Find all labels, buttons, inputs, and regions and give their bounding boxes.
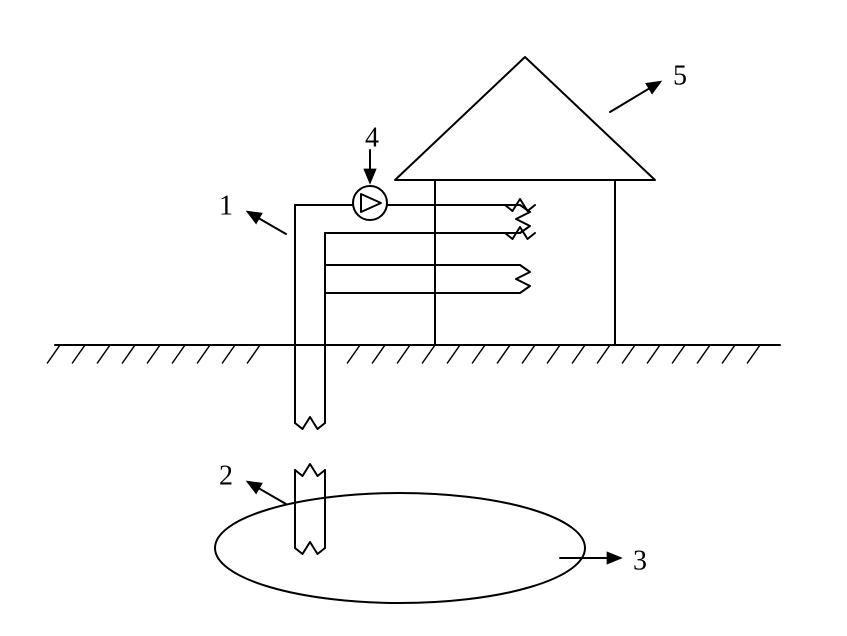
label-1: 1 xyxy=(219,190,233,221)
house-roof xyxy=(395,57,655,180)
label-arrow-5 xyxy=(610,82,660,112)
label-2: 2 xyxy=(219,460,233,491)
label-arrow-1 xyxy=(248,212,286,234)
label-5: 5 xyxy=(673,60,687,91)
pool-ellipse xyxy=(215,493,585,603)
label-4: 4 xyxy=(365,122,379,153)
label-3: 3 xyxy=(633,545,647,576)
schematic-diagram: 1 2 3 4 5 xyxy=(0,0,847,636)
label-arrow-2 xyxy=(248,482,286,504)
